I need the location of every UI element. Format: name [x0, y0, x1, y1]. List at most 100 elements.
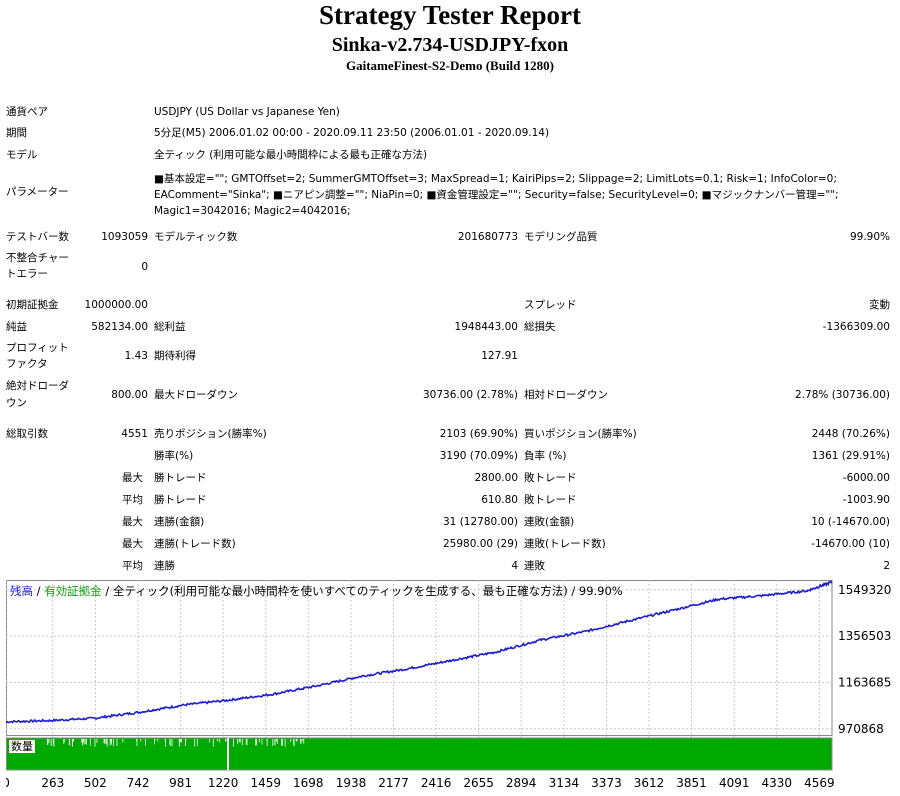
abs-dd-label: 絶対ドローダ — [6, 380, 69, 392]
x-tick-label: 4091 — [719, 776, 750, 790]
max-word-2: 最大 — [122, 516, 143, 528]
cons-win-cnt-value: 25980.00 (29) — [443, 538, 518, 550]
max-dd-label: 最大ドローダウン — [154, 389, 238, 401]
largest-loss-label: 敗トレード — [524, 472, 577, 484]
ea-name: Sinka-v2.734-USDJPY-fxon — [331, 34, 569, 56]
pair-value: USDJPY (US Dollar vs Japanese Yen) — [154, 106, 340, 118]
x-tick-label: 0 — [6, 776, 10, 790]
rel-dd-value: 2.78% (30736.00) — [795, 389, 890, 401]
period-value: 5分足(M5) 2006.01.02 00:00 - 2020.09.11 23… — [154, 127, 550, 139]
avg-cons-loss-label: 連敗 — [524, 560, 545, 572]
short-value: 2103 (69.90%) — [439, 428, 518, 440]
long-label: 買いポジション(勝率%) — [524, 428, 637, 440]
report-title: Strategy Tester Report — [319, 0, 581, 30]
cons-win-amt-label: 連勝(金額) — [154, 516, 205, 528]
balance-chart: 1549320 1356503 1163685 970868 0 263 502 742 981… — [6, 580, 892, 794]
net-label: 純益 — [6, 321, 27, 333]
x-tick-label: 1220 — [208, 776, 239, 790]
legend-equity: 有効証拠金 — [44, 584, 102, 598]
x-tick-label: 3134 — [549, 776, 580, 790]
server-build: GaitameFinest-S2-Demo (Build 1280) — [346, 58, 554, 73]
x-tick-label: 3612 — [634, 776, 665, 790]
y-tick-label: 1356503 — [838, 629, 891, 643]
y-tick-label: 970868 — [838, 722, 884, 736]
mismatch-label-2: トエラー — [6, 268, 48, 280]
y-tick-label: 1549320 — [838, 583, 891, 597]
max-word-3: 最大 — [122, 538, 143, 550]
pf-label: プロフィット — [6, 342, 69, 354]
cons-win-amt-value: 31 (12780.00) — [443, 516, 518, 528]
mismatch-value: 0 — [141, 261, 148, 273]
legend-balance: 残高 — [10, 584, 33, 598]
x-tick-label: 4330 — [762, 776, 793, 790]
avg-loss-label: 敗トレード — [524, 494, 577, 506]
win-value: 3190 (70.09%) — [439, 450, 518, 462]
gross-loss-label: 総損失 — [524, 321, 556, 333]
x-tick-label: 1938 — [336, 776, 367, 790]
quality-label: モデリング品質 — [524, 231, 598, 243]
x-tick-label: 4569 — [804, 776, 835, 790]
ticks-value: 201680773 — [457, 231, 518, 243]
avg-word-2: 平均 — [122, 560, 143, 572]
bars-value: 1093059 — [101, 231, 148, 243]
win-label: 勝率(%) — [154, 450, 194, 462]
net-value: 582134.00 — [91, 321, 148, 333]
spread-label: スプレッド — [524, 299, 577, 311]
avg-win-value: 610.80 — [481, 494, 518, 506]
x-tick-label: 1698 — [293, 776, 324, 790]
legend-model: / 全ティック(利用可能な最小時間枠を使いすべてのティックを生成する、最も正確な… — [101, 584, 623, 598]
x-tick-label: 2894 — [506, 776, 537, 790]
deposit-value: 1000000.00 — [84, 299, 148, 311]
model-value: 全ティック (利用可能な最小時間枠による最も正確な方法) — [154, 149, 428, 161]
gross-loss-value: -1366309.00 — [822, 321, 890, 333]
gross-profit-label: 総利益 — [154, 321, 186, 333]
x-tick-label: 2416 — [421, 776, 452, 790]
short-label: 売りポジション(勝率%) — [154, 428, 267, 440]
balance-series-line — [6, 580, 833, 724]
deposit-label: 初期証拠金 — [6, 299, 59, 311]
pf-label-2: ファクタ — [6, 358, 48, 370]
max-word-1: 最大 — [122, 472, 143, 484]
avg-win-label: 勝トレード — [154, 494, 207, 506]
period-label: 期間 — [6, 127, 27, 139]
x-tick-label: 502 — [84, 776, 107, 790]
cons-loss-amt-value: 10 (-14670.00) — [811, 516, 890, 528]
gross-profit-value: 1948443.00 — [454, 321, 518, 333]
rel-dd-label: 相対ドローダウン — [524, 389, 608, 401]
price-pane-frame — [6, 580, 833, 736]
params-value: ■基本設定=""; GMTOffset=2; SummerGMTOffset=3… — [154, 173, 839, 217]
cons-loss-amt-label: 連敗(金額) — [524, 516, 575, 528]
spread-value: 変動 — [869, 299, 890, 311]
x-tick-label: 3851 — [676, 776, 707, 790]
x-tick-label: 263 — [41, 776, 64, 790]
x-tick-label: 2177 — [378, 776, 409, 790]
total-trades-value: 4551 — [121, 428, 148, 440]
largest-win-label: 勝トレード — [154, 472, 207, 484]
volume-bars — [6, 737, 833, 771]
legend-sep: / — [33, 584, 45, 598]
max-dd-value: 30736.00 (2.78%) — [423, 389, 518, 401]
x-tick-label: 981 — [169, 776, 192, 790]
loss-value: 1361 (29.91%) — [811, 450, 890, 462]
avg-loss-value: -1003.90 — [842, 494, 890, 506]
y-tick-label: 1163685 — [838, 675, 891, 689]
x-tick-label: 1459 — [250, 776, 281, 790]
expected-value: 127.91 — [481, 350, 518, 362]
avg-word-1: 平均 — [122, 494, 143, 506]
largest-win-value: 2800.00 — [474, 472, 518, 484]
ticks-label: モデルティック数 — [154, 231, 238, 243]
pf-value: 1.43 — [124, 350, 148, 362]
total-trades-label: 総取引数 — [6, 428, 48, 440]
chart-legend: 残高 / 有効証拠金 / 全ティック(利用可能な最小時間枠を使いすべてのティック… — [10, 583, 623, 599]
quality-value: 99.90% — [849, 231, 890, 243]
pair-label: 通貨ペア — [6, 106, 48, 118]
cons-win-cnt-label: 連勝(トレード数) — [154, 538, 236, 550]
bars-label: テストバー数 — [6, 231, 69, 243]
avg-cons-loss-value: 2 — [883, 560, 890, 572]
balance-chart-svg: 1549320 1356503 1163685 970868 0 263 502 742 981… — [6, 580, 891, 790]
abs-dd-label-2: ウン — [6, 397, 27, 409]
model-label: モデル — [6, 149, 38, 161]
volume-label: 数量 — [9, 740, 35, 753]
loss-label: 負率 (%) — [524, 450, 567, 462]
mismatch-label: 不整合チャー — [6, 252, 69, 264]
